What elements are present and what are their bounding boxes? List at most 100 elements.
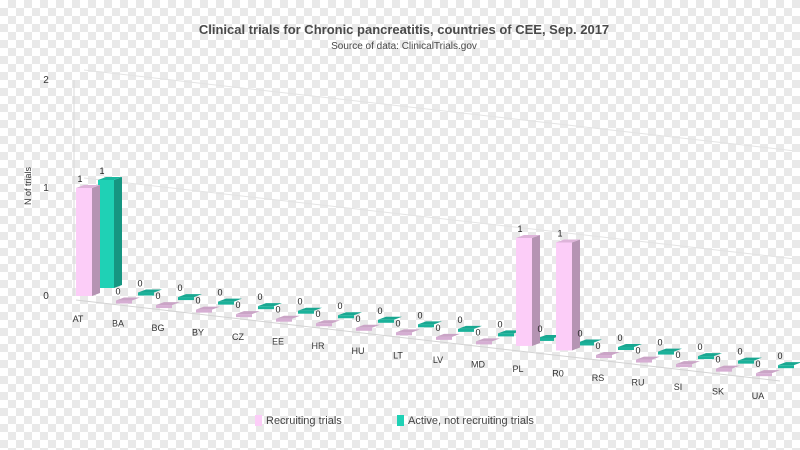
bar-recruiting-SK (716, 365, 740, 372)
data-label-active: 0 (577, 328, 582, 338)
data-label-active: 1 (99, 166, 104, 176)
category-label: LT (393, 350, 403, 360)
bar-active-BG (178, 294, 202, 301)
data-label-recruiting: 0 (635, 346, 640, 356)
data-label-recruiting: 0 (275, 305, 280, 315)
bar-active-RU (658, 348, 682, 355)
data-label-recruiting: 0 (755, 359, 760, 369)
bar-recruiting-RS (596, 352, 620, 359)
category-label: BY (192, 328, 204, 338)
bar-active-SI (698, 353, 722, 360)
bar-active-R0 (578, 339, 602, 346)
data-label-active: 0 (337, 301, 342, 311)
category-label: AT (73, 314, 84, 324)
data-label-recruiting: 0 (315, 309, 320, 319)
data-label-active: 0 (537, 324, 542, 334)
data-label-active: 0 (737, 347, 742, 357)
bar-active-UA (778, 362, 800, 369)
bar-recruiting-MD (476, 338, 500, 345)
bar-active-RS (618, 344, 642, 351)
data-label-recruiting: 1 (517, 224, 522, 234)
y-axis-label: N of trials (23, 166, 33, 205)
y-tick-label: 0 (43, 291, 49, 302)
data-label-recruiting: 0 (475, 327, 480, 337)
data-label-active: 0 (697, 342, 702, 352)
category-label: RS (592, 373, 605, 383)
bar-recruiting-UA (756, 370, 780, 377)
data-label-recruiting: 0 (155, 291, 160, 301)
data-label-active: 0 (657, 338, 662, 348)
data-label-recruiting: 0 (395, 318, 400, 328)
bar-recruiting-BY (196, 306, 220, 313)
bar-active-HR (338, 312, 362, 319)
bar-recruiting-PL (516, 234, 540, 346)
y-axis-ticks: 0 1 2 (43, 75, 49, 302)
data-label-recruiting: 0 (675, 350, 680, 360)
chart-title: Clinical trials for Chronic pancreatitis… (199, 22, 609, 37)
category-label: HU (352, 346, 365, 356)
category-label: MD (471, 359, 485, 369)
bar-active-EE (298, 307, 322, 314)
bar-recruiting-SI (676, 361, 700, 368)
data-label-active: 0 (297, 297, 302, 307)
data-label-recruiting: 1 (557, 228, 562, 238)
bar-active-SK (738, 357, 762, 364)
data-label-active: 0 (497, 319, 502, 329)
bar-active-AT (98, 177, 122, 288)
chart-subtitle: Source of data: ClinicalTrials.gov (331, 41, 477, 52)
category-labels: AT BA BG BY CZ EE HR HU LT LV MD PL R0 RS RU SI SK UA (73, 314, 765, 401)
legend-label-active: Active, not recruiting trials (408, 415, 534, 427)
data-label-active: 0 (457, 315, 462, 325)
data-label-active: 0 (177, 283, 182, 293)
bar-recruiting-LT (396, 329, 420, 336)
category-label: SK (712, 387, 724, 397)
category-label: R0 (552, 368, 564, 378)
category-label: BA (112, 319, 124, 329)
bar-active-BY (218, 298, 242, 305)
data-label-active: 0 (617, 333, 622, 343)
data-label-recruiting: 0 (195, 296, 200, 306)
bar-recruiting-BA (116, 297, 140, 304)
data-label-active: 0 (257, 292, 262, 302)
data-label-recruiting: 1 (77, 174, 82, 184)
bar-active-HU (378, 316, 402, 323)
data-label-active: 0 (137, 279, 142, 289)
bar-recruiting-CZ (236, 311, 260, 318)
legend-label-recruiting: Recruiting trials (266, 415, 342, 427)
category-label: PL (512, 364, 523, 374)
data-label-recruiting: 0 (595, 341, 600, 351)
bar-recruiting-LV (436, 333, 460, 340)
bar-active-CZ (258, 303, 282, 310)
y-tick-label: 1 (43, 183, 49, 194)
data-label-active: 0 (417, 310, 422, 320)
category-label: UA (752, 391, 765, 401)
bar-active-LT (418, 321, 442, 328)
bars: 1 1 0 0 0 0 0 0 0 0 0 0 0 0 0 0 0 0 0 0 0 0 1 0 1 0 0 0 0 0 0 0 0 0 0 0 (76, 166, 800, 377)
bar-active-BA (138, 289, 162, 296)
data-label-recruiting: 0 (435, 323, 440, 333)
data-label-recruiting: 0 (355, 314, 360, 324)
category-label: SI (674, 382, 683, 392)
chart-grid (73, 69, 793, 382)
category-label: CZ (232, 332, 244, 342)
bar-recruiting-HU (356, 324, 380, 331)
bar-recruiting-EE (276, 315, 300, 322)
bar-recruiting-RU (636, 356, 660, 363)
legend-swatch-active (397, 415, 404, 426)
data-label-active: 0 (777, 351, 782, 361)
bar-recruiting-HR (316, 320, 340, 327)
data-label-active: 0 (377, 306, 382, 316)
data-label-active: 0 (217, 288, 222, 298)
category-label: EE (272, 337, 284, 347)
category-label: LV (433, 355, 443, 365)
bar-recruiting-BG (156, 302, 180, 309)
category-label: HR (312, 341, 325, 351)
category-label: RU (632, 378, 645, 388)
bar-recruiting-R0 (556, 239, 580, 351)
y-tick-label: 2 (43, 75, 49, 86)
data-label-recruiting: 0 (235, 300, 240, 310)
legend: Recruiting trials Active, not recruiting… (255, 415, 534, 427)
bar-active-LV (458, 325, 482, 332)
data-label-recruiting: 0 (115, 287, 120, 297)
